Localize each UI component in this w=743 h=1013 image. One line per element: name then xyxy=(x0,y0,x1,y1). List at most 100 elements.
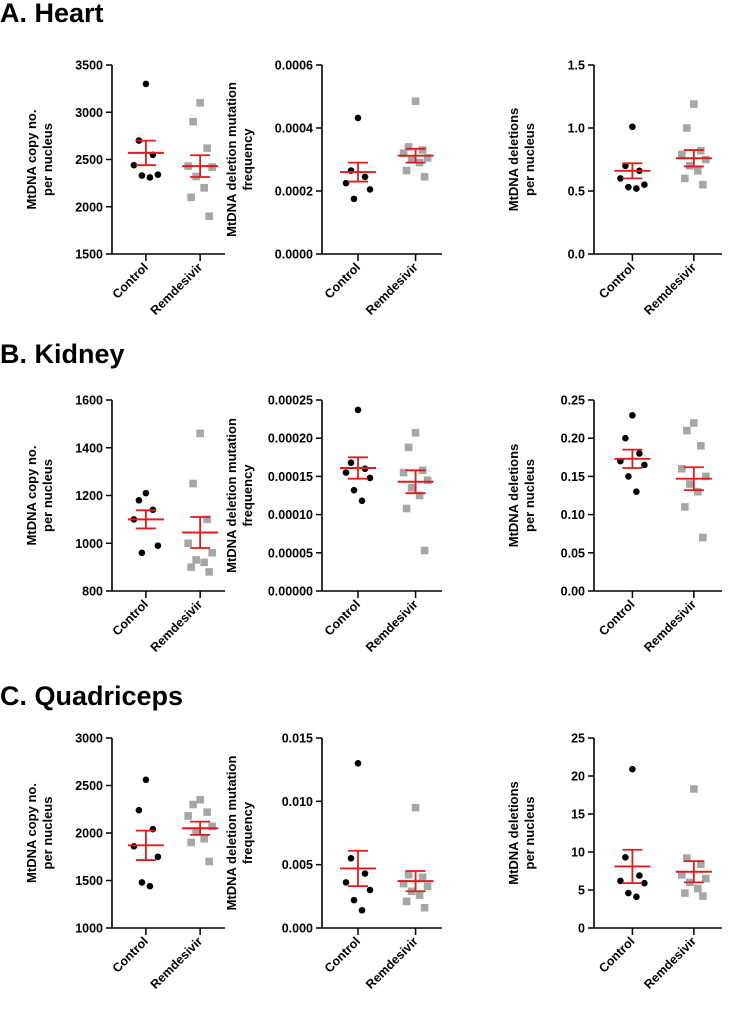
y-axis-label: per nucleus xyxy=(40,459,55,532)
chart-heart-deletion-frequency: 0.0000 0.0002 0.0004 0.0006 MtDNA deletion m… xyxy=(224,59,442,318)
y-tick-label: 0.00020 xyxy=(268,432,313,446)
data-point-control xyxy=(350,486,358,494)
data-point-remdesivir xyxy=(402,166,411,175)
y-tick-label: 0.00000 xyxy=(268,585,313,599)
chart-quadriceps-deletion-frequency: 0.000 0.005 0.010 0.015 MtDNA deletion mutat… xyxy=(224,732,442,992)
data-point-remdesivir xyxy=(203,808,211,816)
section-title-quadriceps: C. Quadriceps xyxy=(0,681,184,711)
data-point-remdesivir xyxy=(420,546,429,555)
data-point-remdesivir xyxy=(683,854,691,862)
y-tick-label: 1000 xyxy=(75,922,103,936)
data-point-control xyxy=(342,469,350,476)
data-point-control xyxy=(625,473,632,480)
chart-kidney-deletions-per-nucleus: 0.00 0.05 0.10 0.15 0.20 0.25 MtDNA deletions p… xyxy=(506,394,722,655)
data-point-control xyxy=(641,879,648,887)
y-axis-label: frequency xyxy=(240,801,255,864)
data-point-control xyxy=(138,172,146,179)
y-tick-label: 25 xyxy=(571,732,585,746)
x-tick-label: Control xyxy=(322,597,363,638)
y-tick-label: 0.00 xyxy=(561,585,585,599)
data-point-remdesivir xyxy=(423,476,432,485)
data-point-remdesivir xyxy=(402,504,411,513)
data-point-control xyxy=(361,870,369,877)
y-tick-label: 3000 xyxy=(75,732,103,746)
y-tick-label: 1.0 xyxy=(568,122,585,136)
data-point-control xyxy=(142,489,150,497)
data-point-control xyxy=(350,896,358,904)
data-point-remdesivir xyxy=(404,871,413,879)
data-point-remdesivir xyxy=(420,173,429,181)
data-point-remdesivir xyxy=(694,884,702,893)
x-tick-label: Remdesivir xyxy=(363,260,421,318)
data-point-remdesivir xyxy=(423,882,432,890)
data-point-remdesivir xyxy=(415,891,424,899)
y-tick-label: 0.20 xyxy=(561,432,585,446)
data-point-remdesivir xyxy=(205,568,213,576)
data-point-control xyxy=(354,406,362,414)
data-point-remdesivir xyxy=(189,117,197,126)
data-point-remdesivir xyxy=(702,472,710,481)
data-point-control xyxy=(154,542,162,549)
y-tick-label: 3000 xyxy=(75,106,103,120)
data-point-remdesivir xyxy=(683,426,691,435)
y-tick-label: 0.0004 xyxy=(275,122,313,136)
y-tick-label: 0.25 xyxy=(561,394,585,408)
y-tick-label: 0.0006 xyxy=(275,59,313,73)
y-axis-label: MtDNA deletion mutation xyxy=(224,82,239,237)
y-tick-label: 0.10 xyxy=(561,508,585,522)
x-tick-label: Remdesivir xyxy=(641,597,699,655)
data-point-remdesivir xyxy=(404,443,413,452)
y-axis-label: MtDNA deletion mutation xyxy=(224,418,239,573)
data-point-control xyxy=(636,872,643,879)
data-point-remdesivir xyxy=(411,97,420,106)
y-axis-label: MtDNA copy no. xyxy=(24,446,39,546)
x-tick-label: Remdesivir xyxy=(641,934,699,992)
data-point-control xyxy=(347,459,355,466)
data-point-remdesivir xyxy=(683,124,691,132)
data-point-remdesivir xyxy=(187,193,195,202)
y-axis-label: MtDNA deletions xyxy=(506,781,521,885)
chart-quadriceps-deletions-per-nucleus: 0 5 10 15 20 25 MtDNA deletions per nucleus Cont… xyxy=(506,732,722,992)
data-point-remdesivir xyxy=(208,822,216,831)
data-point-control xyxy=(629,765,636,773)
y-axis-label: per nucleus xyxy=(522,123,537,196)
data-point-remdesivir xyxy=(196,429,204,438)
data-point-remdesivir xyxy=(681,889,689,897)
y-tick-label: 20 xyxy=(571,770,585,784)
data-point-remdesivir xyxy=(702,155,710,164)
y-axis-label: MtDNA deletions xyxy=(506,108,521,212)
data-point-remdesivir xyxy=(205,212,213,220)
data-point-control xyxy=(358,497,366,505)
data-point-remdesivir xyxy=(404,143,413,151)
data-point-remdesivir xyxy=(681,174,689,183)
data-point-control xyxy=(361,173,369,181)
data-point-remdesivir xyxy=(192,556,200,564)
y-axis-label: frequency xyxy=(240,128,255,191)
y-tick-label: 2000 xyxy=(75,827,103,841)
y-axis-label: MtDNA deletion mutation xyxy=(224,756,239,911)
x-tick-label: Remdesivir xyxy=(148,934,206,992)
chart-kidney-deletion-frequency: 0.00000 0.00005 0.00010 0.00015 0.00020 0.000… xyxy=(224,394,442,655)
data-point-remdesivir xyxy=(686,480,694,488)
data-point-remdesivir xyxy=(407,484,416,492)
y-axis-label: frequency xyxy=(240,464,255,527)
x-tick-label: Control xyxy=(322,934,363,975)
data-point-remdesivir xyxy=(187,563,195,571)
data-point-control xyxy=(633,488,640,495)
data-point-remdesivir xyxy=(189,479,197,488)
data-point-control xyxy=(347,855,355,862)
x-tick-label: Control xyxy=(110,934,151,975)
data-point-control xyxy=(154,171,162,178)
y-tick-label: 0.0 xyxy=(568,248,585,262)
y-tick-label: 1200 xyxy=(75,489,103,503)
data-point-remdesivir xyxy=(697,860,705,868)
data-point-remdesivir xyxy=(678,150,686,159)
data-point-control xyxy=(138,879,146,886)
data-point-control xyxy=(636,450,643,457)
y-tick-label: 0.0002 xyxy=(275,185,313,199)
data-point-remdesivir xyxy=(699,892,707,900)
y-axis-label: per nucleus xyxy=(522,797,537,870)
y-tick-label: 0.000 xyxy=(282,922,313,936)
y-axis-label: MtDNA copy no. xyxy=(24,783,39,883)
data-point-remdesivir xyxy=(690,419,698,427)
